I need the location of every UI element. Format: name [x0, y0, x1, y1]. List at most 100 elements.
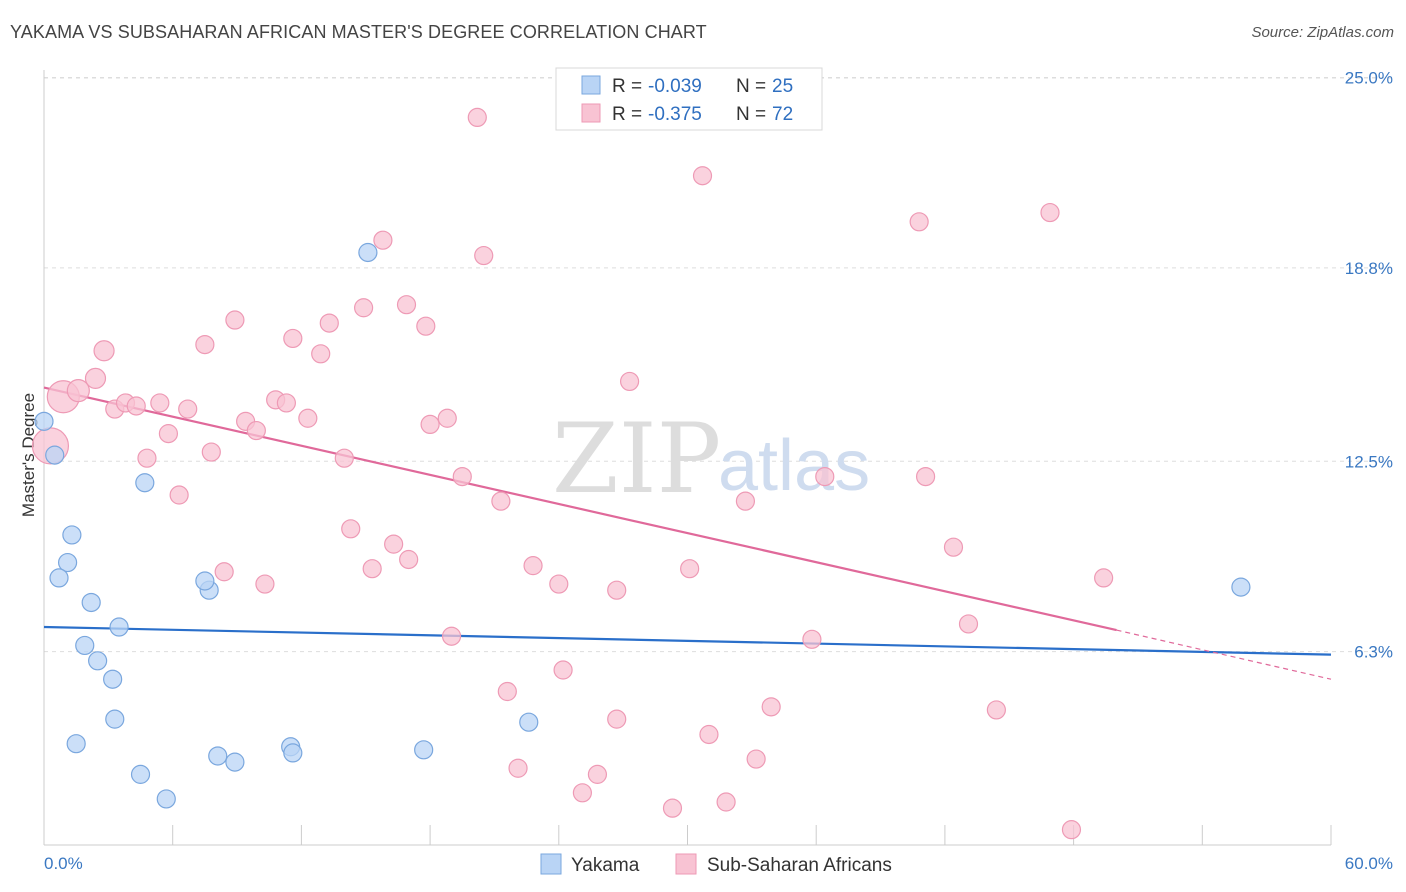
yakama-point — [195, 571, 215, 591]
subsaharan-point — [399, 549, 419, 570]
yakama-point — [156, 789, 176, 809]
legend-r-value-subsaharan: -0.375 — [648, 104, 702, 125]
subsaharan-point — [66, 379, 90, 403]
yakama-point — [208, 746, 228, 766]
subsaharan-point — [662, 798, 683, 818]
subsaharan-point — [150, 393, 170, 413]
subsaharan-point — [276, 393, 296, 413]
subsaharan-point — [255, 574, 275, 594]
yakama-point — [45, 445, 65, 465]
yakama-point — [105, 709, 125, 729]
subsaharan-point — [467, 107, 487, 128]
subsaharan-point — [437, 408, 457, 428]
grid-lines — [44, 77, 1392, 653]
legend-n-label: N = — [736, 76, 766, 97]
legend-swatch-yakama — [581, 75, 601, 95]
legend-swatch-subsaharan — [581, 103, 601, 123]
y-tick-label: 25.0% — [1345, 69, 1393, 88]
subsaharan-trend-line — [43, 386, 1117, 632]
subsaharan-point — [943, 537, 964, 557]
subsaharan-point — [735, 491, 756, 511]
legend-r-value-yakama: -0.039 — [648, 76, 702, 97]
yakama-point — [34, 411, 54, 431]
series-legend-label-subsaharan: Sub-Saharan Africans — [707, 855, 892, 876]
yakama-point — [414, 740, 434, 760]
subsaharan-point — [283, 328, 303, 349]
trend-lines — [43, 386, 1332, 680]
subsaharan-point — [246, 420, 266, 441]
subsaharan-point — [334, 448, 354, 468]
legend-n-value-subsaharan: 72 — [772, 104, 793, 125]
subsaharan-point — [761, 697, 781, 717]
y-tick-label: 6.3% — [1354, 643, 1393, 662]
yakama-point — [519, 712, 539, 732]
subsaharan-point — [607, 709, 627, 729]
legend-n-label: N = — [736, 104, 766, 125]
subsaharan-point — [158, 424, 179, 444]
x-tick-label-max: 60.0% — [1345, 854, 1393, 873]
subsaharan-point — [986, 700, 1006, 720]
chart-title: YAKAMA VS SUBSAHARAN AFRICAN MASTER'S DE… — [10, 22, 707, 42]
chart-source: Source: ZipAtlas.com — [1251, 24, 1394, 41]
subsaharan-point — [958, 614, 979, 634]
subsaharan-point — [84, 367, 107, 389]
subsaharan-point — [909, 212, 929, 232]
subsaharan-point — [452, 467, 472, 487]
series-legend-swatch-yakama — [540, 853, 562, 875]
watermark-zip: ZIP — [552, 403, 721, 515]
subsaharan-point — [178, 399, 198, 419]
subsaharan-point — [354, 298, 374, 318]
subsaharan-point — [716, 792, 736, 812]
yakama-point — [130, 764, 151, 784]
subsaharan-point — [802, 629, 822, 649]
watermark: ZIP atlas — [552, 403, 870, 515]
subsaharan-point — [1094, 568, 1114, 588]
subsaharan-point — [396, 295, 417, 315]
subsaharan-point — [373, 230, 393, 250]
yakama-point — [49, 568, 69, 588]
subsaharan-point — [126, 396, 146, 416]
correlation-legend: R = -0.039 N = 25 R = -0.375 N = 72 — [555, 67, 823, 131]
yakama-point — [103, 669, 123, 689]
yakama-point — [75, 635, 95, 656]
x-tick-label-min: 0.0% — [44, 854, 83, 873]
yakama-point — [135, 473, 155, 493]
subsaharan-point — [815, 467, 835, 487]
data-points — [31, 107, 1251, 840]
subsaharan-point — [298, 408, 318, 428]
subsaharan-point — [311, 344, 331, 364]
subsaharan-point — [201, 442, 221, 462]
yakama-point — [109, 617, 129, 637]
subsaharan-point — [692, 166, 713, 186]
subsaharan-point — [195, 334, 215, 355]
yakama-point — [88, 651, 108, 671]
subsaharan-point — [1040, 202, 1060, 223]
subsaharan-point — [416, 316, 436, 336]
subsaharan-point — [553, 660, 573, 680]
subsaharan-point — [441, 626, 462, 646]
subsaharan-point — [214, 562, 234, 582]
subsaharan-point — [549, 574, 569, 594]
subsaharan-point — [680, 559, 700, 579]
subsaharan-point — [508, 758, 528, 778]
subsaharan-point — [746, 749, 766, 769]
yakama-point — [358, 242, 378, 263]
subsaharan-point — [474, 245, 494, 266]
legend-r-label: R = — [612, 76, 642, 97]
yakama-point — [62, 525, 82, 545]
subsaharan-trend-extension — [1116, 629, 1332, 680]
subsaharan-point — [420, 414, 440, 435]
subsaharan-point — [169, 485, 189, 505]
subsaharan-point — [572, 783, 592, 803]
x-tick-labels: 0.0% 60.0% — [44, 854, 1393, 873]
yakama-point — [1231, 577, 1251, 597]
yakama-point — [81, 592, 101, 613]
subsaharan-point — [384, 534, 404, 554]
subsaharan-point — [587, 764, 608, 784]
subsaharan-point — [497, 681, 517, 702]
series-legend-swatch-subsaharan — [675, 853, 697, 875]
subsaharan-point — [619, 371, 640, 392]
subsaharan-point — [341, 519, 361, 539]
y-axis-label: Master's Degree — [19, 393, 38, 517]
subsaharan-point — [915, 467, 936, 487]
